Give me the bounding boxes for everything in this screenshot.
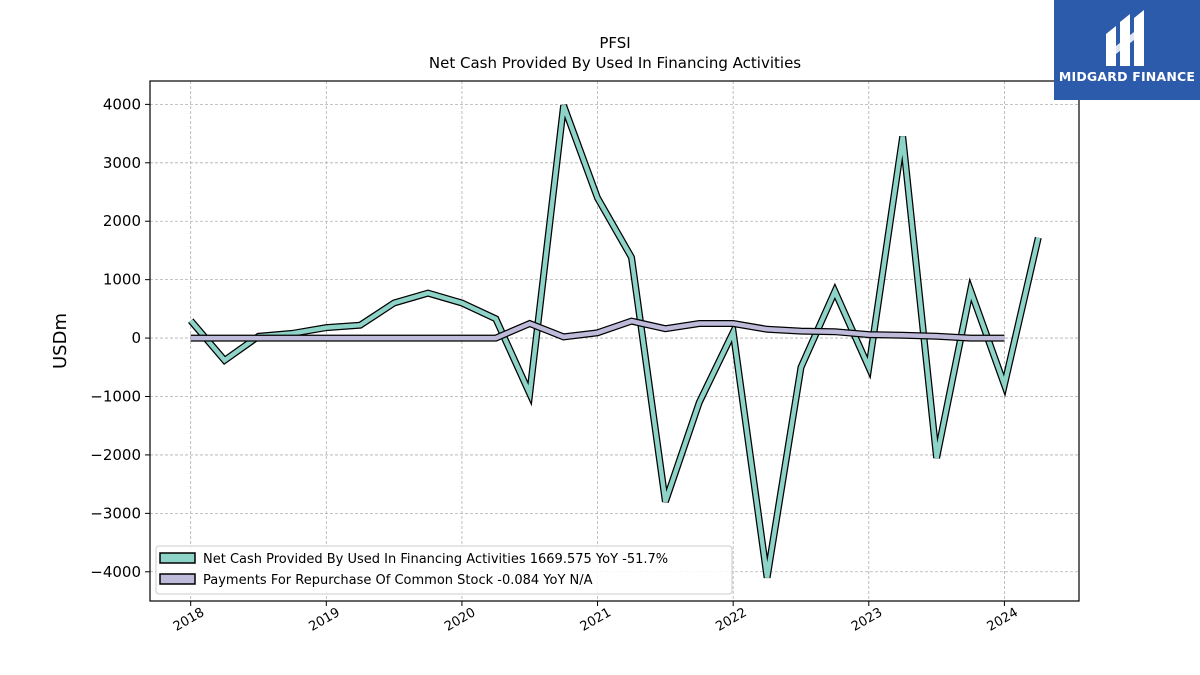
y-tick-label: 0 (131, 329, 141, 347)
brand-logo: MIDGARD FINANCE (1054, 0, 1200, 100)
legend-swatch (159, 573, 196, 585)
y-tick-label: −2000 (90, 446, 141, 464)
y-tick-label: 3000 (103, 154, 141, 172)
x-tick-label: 2019 (306, 605, 342, 635)
x-tick-label: 2023 (849, 605, 885, 635)
legend-entry: Net Cash Provided By Used In Financing A… (203, 552, 668, 567)
series-line (188, 104, 1041, 578)
legend-swatch (159, 552, 196, 564)
legend-box (155, 545, 733, 595)
chart-subtitle: Net Cash Provided By Used In Financing A… (429, 54, 801, 72)
y-tick-label: 2000 (103, 212, 141, 230)
y-tick-label: −4000 (90, 563, 141, 581)
y-tick-label: 1000 (103, 271, 141, 289)
chart-title: PFSI (599, 34, 630, 52)
series-line (190, 318, 1005, 341)
logo-text: MIDGARD FINANCE (1058, 69, 1196, 84)
x-tick-label: 2024 (985, 605, 1021, 635)
midgard-logo-icon (1106, 10, 1144, 66)
y-tick-label: −1000 (90, 388, 141, 406)
legend: Net Cash Provided By Used In Financing A… (155, 545, 733, 595)
y-tick-label: −3000 (90, 504, 141, 522)
series-2 (190, 317, 1005, 342)
x-tick-label: 2020 (442, 605, 478, 635)
y-axis: −4000 −3000 −2000 −1000 0 1000 2000 3000 4000 (90, 95, 150, 581)
y-tick-label: 4000 (103, 95, 141, 113)
legend-entry: Payments For Repurchase Of Common Stock … (203, 573, 593, 588)
x-tick-label: 2022 (713, 605, 749, 635)
y-axis-label: USDm (50, 313, 71, 369)
plot-frame (149, 80, 1080, 602)
x-axis: 2018 2019 2020 2021 2022 2023 2024 (171, 601, 1021, 635)
series-1 (188, 104, 1042, 579)
series-layer (188, 104, 1042, 579)
x-tick-label: 2021 (578, 605, 614, 635)
x-tick-label: 2018 (171, 605, 207, 635)
